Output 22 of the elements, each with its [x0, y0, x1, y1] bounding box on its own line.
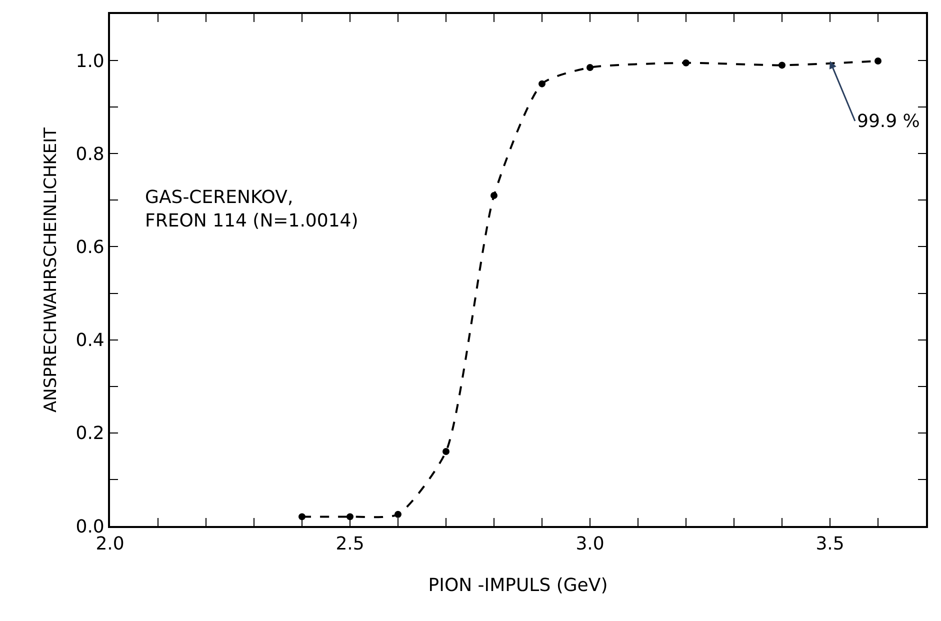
point	[490, 192, 498, 200]
point	[778, 62, 786, 69]
y-tick-label: 0.2	[76, 423, 104, 444]
x-axis-title: PION -IMPULS (GeV)	[428, 575, 608, 596]
y-axis-title: ANSPRECHWAHRSCHEINLICHKEIT	[40, 126, 61, 413]
annotation: 99.9 %	[857, 111, 920, 132]
annotation: GAS-CERENKOV, FREON 114 (N=1.0014)	[145, 187, 358, 232]
x-tick-label: 3.5	[816, 534, 844, 555]
y-tick-label: 1.0	[76, 50, 104, 72]
point	[394, 510, 402, 518]
y-tick-label: 0.4	[76, 330, 104, 352]
point	[346, 513, 354, 520]
point	[298, 513, 306, 520]
x-tick-label: 3.0	[576, 534, 604, 555]
point	[538, 80, 546, 88]
x-tick-label: 2.5	[336, 534, 364, 555]
point	[442, 448, 450, 456]
y-tick-label: 0.6	[76, 237, 104, 258]
y-tick-label: 0.8	[76, 144, 104, 165]
point	[682, 59, 690, 66]
point	[874, 58, 882, 65]
point	[586, 64, 594, 72]
